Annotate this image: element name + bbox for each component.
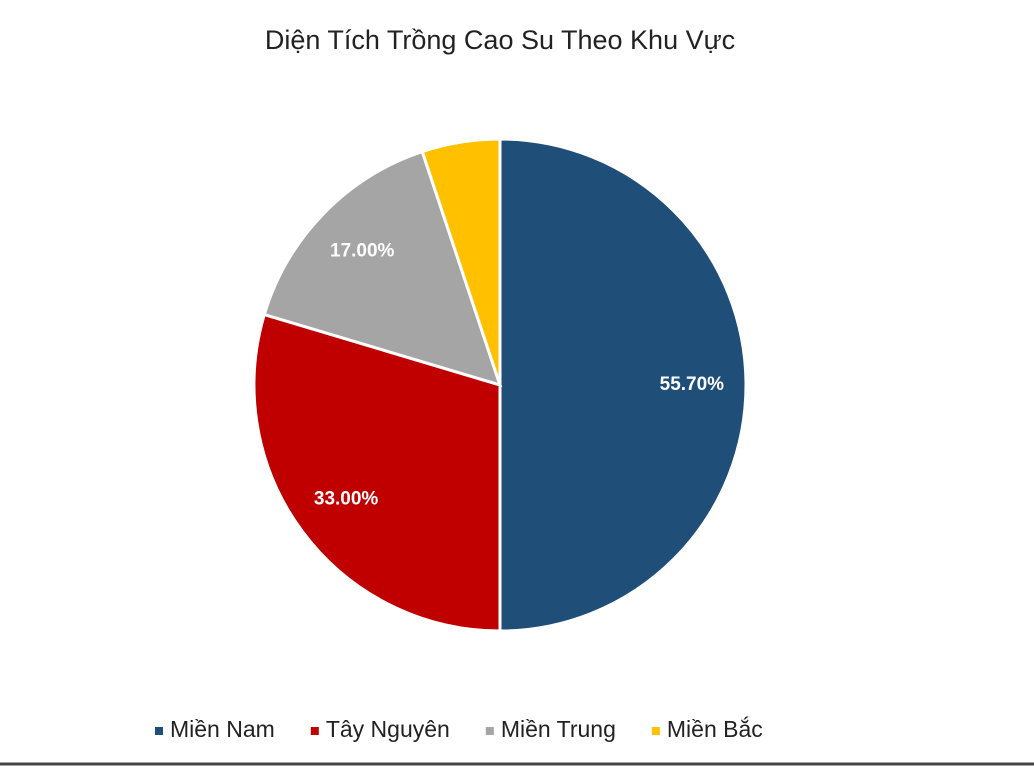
value-label: 55.70% [660, 374, 725, 395]
value-label: 33.00% [314, 489, 379, 510]
legend-label: Miền Nam [170, 716, 275, 742]
value-label: 17.00% [330, 240, 395, 261]
pie-slice [252, 312, 502, 633]
pie-slice [498, 137, 748, 633]
legend-swatch [651, 727, 660, 735]
chart-title: Diện Tích Trồng Cao Su Theo Khu Vực [265, 25, 735, 55]
legend-label: Miền Bắc [667, 716, 763, 742]
legend-label: Miền Trung [501, 716, 616, 742]
pie-slice [420, 137, 502, 386]
legend-swatch [310, 727, 319, 735]
legend-swatch [155, 727, 163, 735]
legend-label: Tây Nguyên [326, 716, 450, 742]
legend-swatch [485, 727, 494, 735]
